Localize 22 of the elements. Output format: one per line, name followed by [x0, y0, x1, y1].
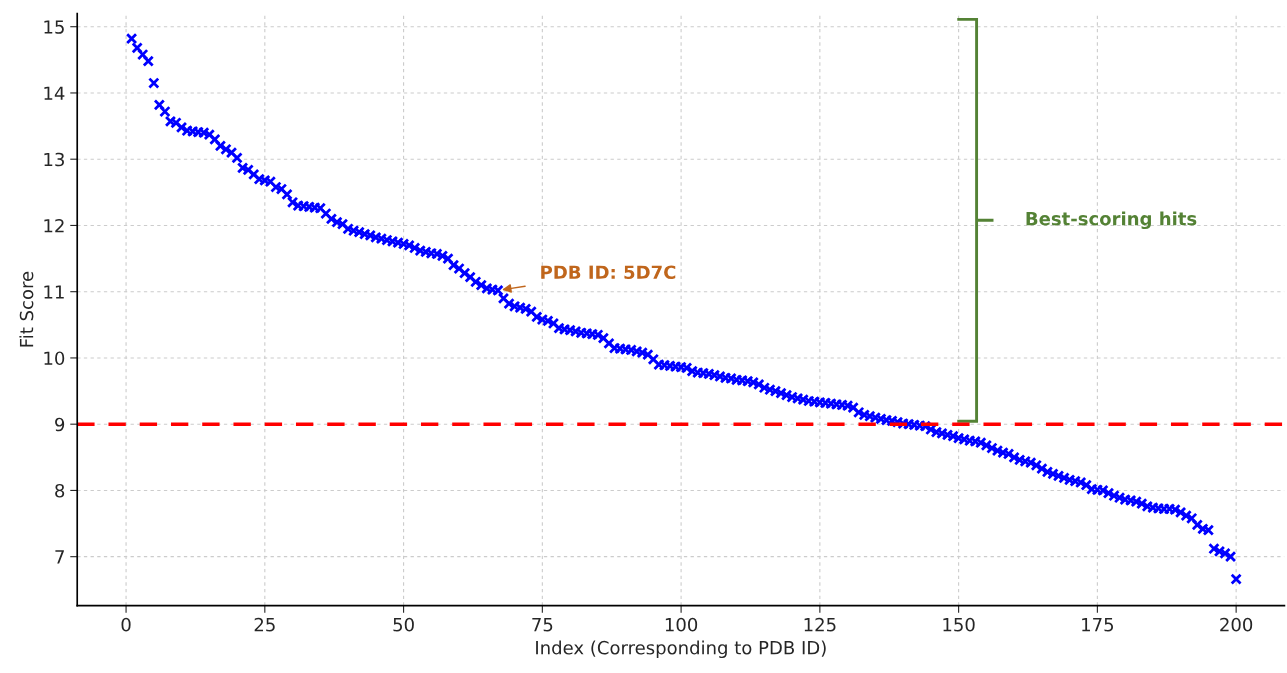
- y-tick-label: 12: [44, 218, 64, 233]
- annotation: PDB ID: 5D7C: [541, 265, 676, 280]
- x-tick-label: 200: [1220, 617, 1253, 632]
- x-tick-label: 75: [532, 618, 553, 632]
- x-tick-label: 150: [943, 617, 975, 632]
- annotation: Best-scoring hits: [1026, 211, 1197, 230]
- x-axis-title: Index (Corresponding to PDB ID): [536, 640, 826, 659]
- y-tick-label: 11: [44, 285, 64, 299]
- y-tick-label: 15: [44, 20, 64, 34]
- y-tick-label: 14: [44, 86, 65, 100]
- x-tick-label: 0: [121, 617, 131, 632]
- y-tick-label: 13: [44, 152, 64, 167]
- x-tick-label: 175: [1082, 618, 1114, 632]
- y-tick-label: 9: [55, 417, 65, 432]
- y-tick-label: 10: [44, 351, 65, 366]
- x-tick-label: 25: [254, 617, 275, 632]
- y-tick-label: 7: [55, 550, 64, 564]
- x-tick-label: 125: [804, 617, 836, 632]
- x-tick-label: 100: [665, 617, 698, 632]
- y-axis-title: Fit Score: [19, 271, 34, 347]
- y-tick-label: 8: [55, 483, 65, 498]
- x-tick-label: 50: [393, 617, 414, 632]
